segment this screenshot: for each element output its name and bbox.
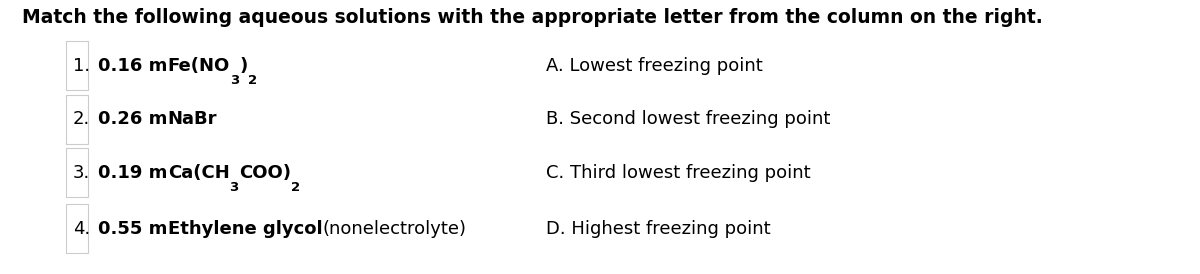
Text: B. Second lowest freezing point: B. Second lowest freezing point xyxy=(546,110,830,128)
Text: 3: 3 xyxy=(230,74,239,87)
Text: D. Highest freezing point: D. Highest freezing point xyxy=(546,220,770,238)
Text: Fe(NO: Fe(NO xyxy=(168,57,230,75)
Text: Ethylene glycol: Ethylene glycol xyxy=(168,220,323,238)
Bar xyxy=(66,41,88,90)
Text: 3: 3 xyxy=(229,181,239,194)
Text: Ca(CH: Ca(CH xyxy=(168,164,229,182)
Text: 2: 2 xyxy=(247,74,257,87)
Bar xyxy=(66,148,88,197)
Text: C. Third lowest freezing point: C. Third lowest freezing point xyxy=(546,164,811,182)
Text: (nonelectrolyte): (nonelectrolyte) xyxy=(323,220,467,238)
Text: A. Lowest freezing point: A. Lowest freezing point xyxy=(546,57,763,75)
Bar xyxy=(66,95,88,144)
Text: 1.: 1. xyxy=(73,57,90,75)
Text: 3.: 3. xyxy=(73,164,90,182)
Text: ): ) xyxy=(239,57,247,75)
Bar xyxy=(66,204,88,253)
Text: Match the following aqueous solutions with the appropriate letter from the colum: Match the following aqueous solutions wi… xyxy=(22,8,1043,27)
Text: 4.: 4. xyxy=(73,220,90,238)
Text: 0.16 m: 0.16 m xyxy=(98,57,168,75)
Text: 0.55 m: 0.55 m xyxy=(98,220,168,238)
Text: COO): COO) xyxy=(239,164,290,182)
Text: 0.26 m: 0.26 m xyxy=(98,110,168,128)
Text: 2: 2 xyxy=(290,181,300,194)
Text: NaBr: NaBr xyxy=(168,110,217,128)
Text: 2.: 2. xyxy=(73,110,90,128)
Text: 0.19 m: 0.19 m xyxy=(98,164,168,182)
